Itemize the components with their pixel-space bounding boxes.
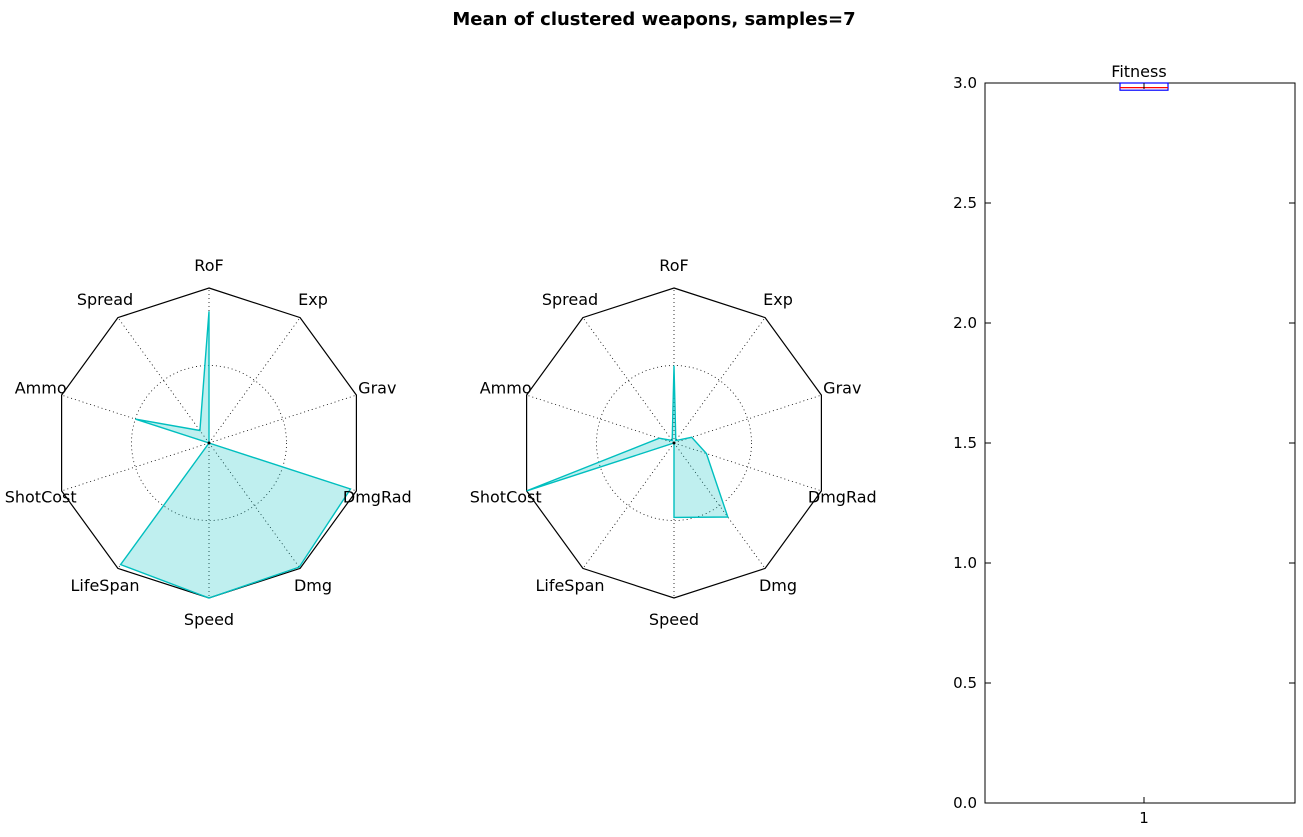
axis-spoke bbox=[208, 317, 301, 444]
axis-spoke bbox=[526, 394, 675, 444]
x-tick-label: 1 bbox=[1139, 809, 1149, 827]
axis-label: LifeSpan bbox=[70, 576, 139, 595]
series-fill bbox=[526, 365, 728, 518]
y-tick-label: 0.5 bbox=[953, 674, 977, 692]
axis-label: DmgRad bbox=[343, 488, 412, 507]
radar-frame bbox=[525, 287, 823, 599]
axis-spoke bbox=[582, 442, 675, 569]
figure-title: Mean of clustered weapons, samples=7 bbox=[452, 9, 855, 30]
y-tick-label: 1.5 bbox=[953, 434, 977, 452]
y-tick-label: 3.0 bbox=[953, 74, 977, 92]
axis-label: RoF bbox=[659, 256, 688, 275]
axis-label: Spread bbox=[542, 290, 598, 309]
series-line bbox=[526, 365, 729, 519]
axis-label: Grav bbox=[823, 378, 861, 397]
series-fill bbox=[120, 311, 351, 598]
axis-spoke bbox=[208, 394, 357, 444]
axis-label: Grav bbox=[358, 378, 396, 397]
axis-label: LifeSpan bbox=[535, 576, 604, 595]
axis-label: Speed bbox=[184, 610, 234, 629]
center-dot bbox=[672, 441, 676, 445]
fitness-title: Fitness bbox=[1111, 62, 1166, 81]
axis-label: ShotCost bbox=[5, 488, 77, 507]
radar-chart-2: RoF Exp Grav DmgRad Dmg Speed LifeSpan ShotCost… bbox=[470, 256, 877, 629]
axis-label: DmgRad bbox=[808, 488, 877, 507]
axis-label: ShotCost bbox=[470, 488, 542, 507]
axis-spoke bbox=[673, 394, 822, 444]
axis-label: Ammo bbox=[15, 378, 67, 397]
axis-label: Dmg bbox=[294, 576, 332, 595]
axis-label: Exp bbox=[298, 290, 328, 309]
axis-spoke bbox=[582, 317, 675, 444]
y-tick-label: 2.0 bbox=[953, 314, 977, 332]
series-line bbox=[119, 311, 352, 599]
axis-spoke bbox=[673, 317, 766, 444]
plot-frame bbox=[984, 82, 1296, 804]
y-tick-label: 0.0 bbox=[953, 794, 977, 812]
y-tick-label: 1.0 bbox=[953, 554, 977, 572]
fitness-boxplot: Fitness 0.0 0.5 1.0 1.5 2.0 2.5 3.0 1 bbox=[953, 62, 1296, 827]
axis-label: Exp bbox=[763, 290, 793, 309]
axis-label: Spread bbox=[77, 290, 133, 309]
center-dot bbox=[207, 441, 211, 445]
axis-label: RoF bbox=[194, 256, 223, 275]
radar-chart-1: RoF Exp Grav DmgRad Dmg Speed LifeSpan ShotCost… bbox=[5, 256, 412, 629]
y-tick-label: 2.5 bbox=[953, 194, 977, 212]
axis-label: Ammo bbox=[480, 378, 532, 397]
axis-label: Dmg bbox=[759, 576, 797, 595]
axis-label: Speed bbox=[649, 610, 699, 629]
